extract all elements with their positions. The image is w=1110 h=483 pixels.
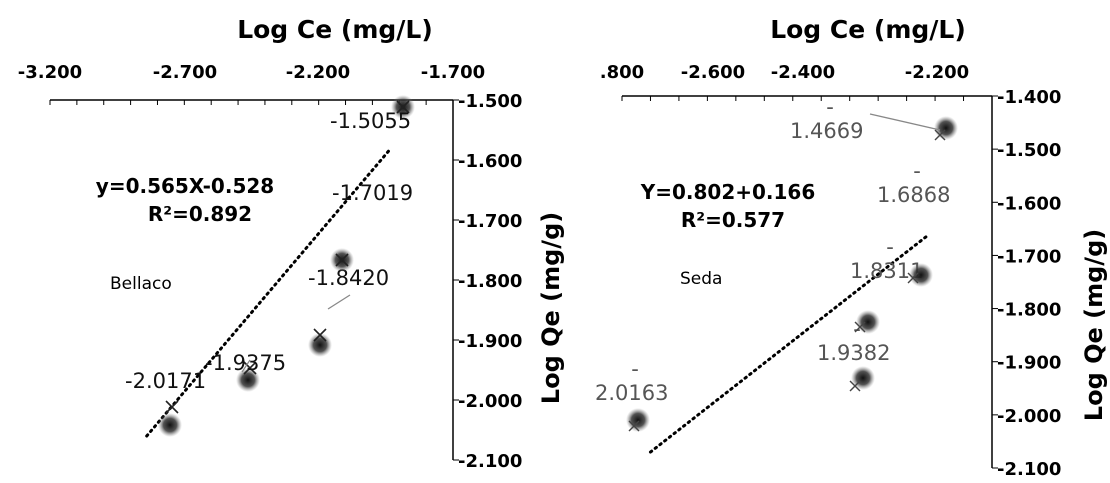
x-marker xyxy=(313,328,327,342)
data-point xyxy=(909,263,933,287)
leader-line xyxy=(241,359,251,373)
y-axis-title: Log Qe (mg/g) xyxy=(537,212,565,404)
y-tick-label: -1.600 xyxy=(458,151,522,172)
x-marker xyxy=(628,420,640,432)
data-label: 2.0163 xyxy=(595,381,668,405)
x-marker xyxy=(854,321,866,333)
data-point xyxy=(856,310,880,334)
y-tick-label: -2.000 xyxy=(458,391,522,412)
data-point xyxy=(236,368,260,392)
chart-panel-seda: Log Ce (mg/L) Y=0.802+0.166 R²=0.577 Sed… xyxy=(595,15,1108,480)
y-tick-label: -2.000 xyxy=(997,406,1061,427)
y-tick-label: -1.600 xyxy=(997,193,1061,214)
data-label: 1.4669 xyxy=(790,119,863,143)
regression-equation: y=0.565X-0.528 xyxy=(96,174,274,198)
data-point xyxy=(308,333,332,357)
data-label: -1.9375 xyxy=(205,351,286,375)
x-tick-label: -2.400 xyxy=(771,62,835,83)
data-label: - xyxy=(886,235,894,259)
y-axis-title: Log Qe (mg/g) xyxy=(1080,229,1108,421)
x-tick-label: .800 xyxy=(600,62,644,83)
data-label: - xyxy=(631,357,639,381)
data-label: 1.9382 xyxy=(817,341,890,365)
y-tick-label: -1.900 xyxy=(997,353,1061,374)
x-tick-label: -2.200 xyxy=(905,62,969,83)
data-label: - xyxy=(826,95,834,119)
x-tick-label: -1.700 xyxy=(421,62,485,83)
r-squared-label: R²=0.892 xyxy=(148,202,252,226)
y-tick-label: -2.100 xyxy=(997,459,1061,480)
x-marker xyxy=(396,100,410,114)
chart-panel-bellaco: Log Ce (mg/L) y=0.565X-0.528 R²=0.892 Be… xyxy=(18,15,565,472)
x-marker xyxy=(849,380,861,392)
data-label: 1.6868 xyxy=(877,183,950,207)
trendline xyxy=(648,232,931,454)
y-tick-label: -1.500 xyxy=(458,91,522,112)
x-marker xyxy=(165,400,179,414)
y-tick-label: -1.700 xyxy=(997,246,1061,267)
data-point xyxy=(626,408,650,432)
data-label: -1.7019 xyxy=(332,181,413,205)
chart-title: Log Ce (mg/L) xyxy=(770,15,966,44)
x-marker xyxy=(335,253,349,267)
x-tick-label: -2.700 xyxy=(153,62,217,83)
data-point xyxy=(934,116,958,140)
y-tick-label: -1.800 xyxy=(458,271,522,292)
data-point xyxy=(158,413,182,437)
leader-line xyxy=(327,294,351,310)
data-label: -1.5055 xyxy=(330,109,411,133)
data-label: - xyxy=(913,159,921,183)
y-tick-label: -1.400 xyxy=(997,87,1061,108)
x-tick-label: -2.200 xyxy=(286,62,350,83)
y-tick-label: -1.500 xyxy=(997,140,1061,161)
x-marker xyxy=(934,129,946,141)
r-squared-label: R²=0.577 xyxy=(681,208,785,232)
leader-line xyxy=(869,113,941,131)
trendline xyxy=(145,146,393,438)
x-tick-label: -2.600 xyxy=(681,62,745,83)
y-tick-label: -1.900 xyxy=(458,331,522,352)
x-marker xyxy=(243,361,257,375)
y-tick-label: -1.800 xyxy=(997,300,1061,321)
data-label: - xyxy=(853,317,861,341)
chart-title: Log Ce (mg/L) xyxy=(237,15,433,44)
data-label: -2.0171 xyxy=(125,369,206,393)
regression-equation: Y=0.802+0.166 xyxy=(640,180,816,204)
panel-name-label: Seda xyxy=(680,269,722,289)
x-tick-label: -3.200 xyxy=(18,62,82,83)
panel-name-label: Bellaco xyxy=(110,274,172,294)
y-tick-label: -1.700 xyxy=(458,211,522,232)
x-marker xyxy=(907,272,919,284)
y-tick-label: -2.100 xyxy=(458,451,522,472)
